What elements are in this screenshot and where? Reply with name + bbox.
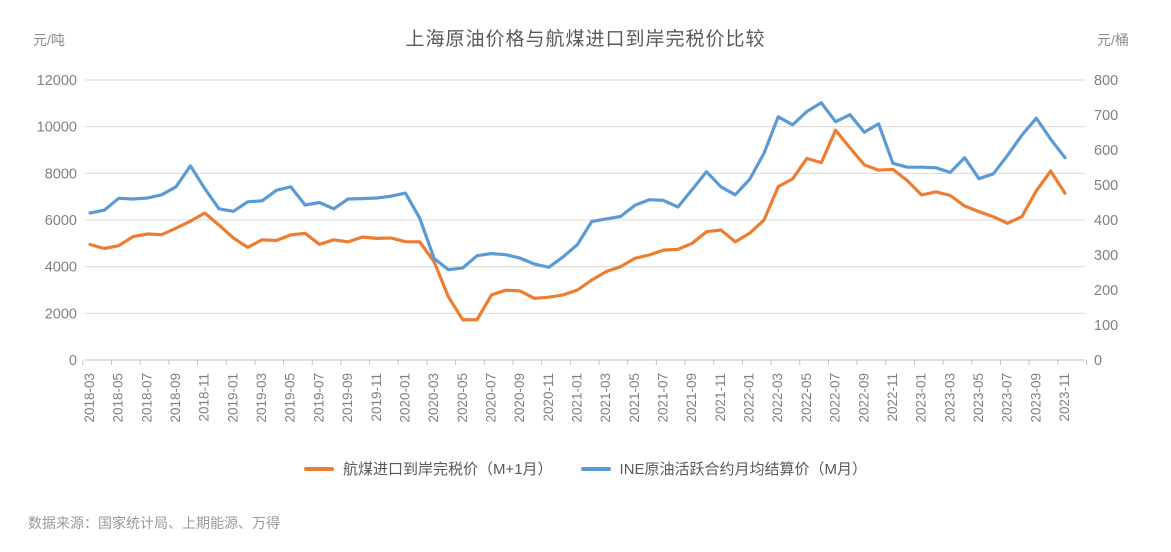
legend-item-ine-crude[interactable]: INE原油活跃合约月均结算价（M月） bbox=[580, 458, 868, 479]
x-axis-label: 2022-11 bbox=[885, 373, 900, 422]
x-axis-label: 2018-09 bbox=[168, 373, 183, 423]
right-axis-tick-label: 200 bbox=[1094, 283, 1118, 299]
right-axis-tick-label: 300 bbox=[1094, 248, 1118, 264]
x-axis-label: 2023-11 bbox=[1057, 373, 1072, 422]
x-axis-label: 2018-11 bbox=[197, 373, 212, 422]
left-axis-tick-label: 2000 bbox=[45, 306, 77, 322]
x-axis-label: 2018-07 bbox=[139, 373, 154, 423]
right-axis-tick-label: 500 bbox=[1094, 178, 1118, 194]
data-source-note: 数据来源：国家统计局、上期能源、万得 bbox=[28, 515, 280, 531]
x-axis-label: 2019-05 bbox=[283, 373, 298, 423]
x-axis-label: 2023-09 bbox=[1028, 373, 1043, 423]
x-axis-label: 2019-09 bbox=[340, 373, 355, 423]
chart-legend: 航煤进口到岸完税价（M+1月） INE原油活跃合约月均结算价（M月） bbox=[0, 458, 1171, 479]
x-axis-label: 2023-01 bbox=[914, 373, 929, 423]
x-axis-label: 2022-09 bbox=[856, 373, 871, 423]
right-axis-tick-label: 700 bbox=[1094, 108, 1118, 124]
x-axis-label: 2022-07 bbox=[828, 373, 843, 423]
right-axis-unit-label: 元/桶 bbox=[1097, 32, 1129, 48]
left-axis-tick-label: 4000 bbox=[45, 260, 77, 276]
x-axis-label: 2019-03 bbox=[254, 373, 269, 423]
x-axis-label: 2022-03 bbox=[770, 373, 785, 423]
x-axis-label: 2022-01 bbox=[742, 373, 757, 423]
left-axis-tick-label: 0 bbox=[69, 353, 77, 369]
x-axis-label: 2020-05 bbox=[455, 373, 470, 423]
left-axis-tick-label: 8000 bbox=[45, 166, 77, 182]
x-axis-label: 2020-11 bbox=[541, 373, 556, 422]
x-axis-label: 2021-11 bbox=[713, 373, 728, 422]
left-axis-unit-label: 元/吨 bbox=[33, 32, 65, 48]
x-axis-label: 2021-09 bbox=[684, 373, 699, 423]
x-axis-label: 2021-03 bbox=[598, 373, 613, 423]
series-line-ine-crude[interactable] bbox=[88, 101, 1067, 272]
x-axis-label: 2023-07 bbox=[1000, 373, 1015, 423]
x-axis-label: 2019-07 bbox=[311, 373, 326, 423]
legend-label-jet-fuel: 航煤进口到岸完税价（M+1月） bbox=[342, 461, 553, 478]
right-axis-tick-label: 600 bbox=[1094, 143, 1118, 159]
x-axis-label: 2020-07 bbox=[483, 373, 498, 423]
x-axis-label: 2019-11 bbox=[369, 373, 384, 422]
jet-fuel-line-swatch bbox=[303, 466, 334, 471]
ine-crude-line-swatch bbox=[580, 466, 611, 471]
x-axis-label: 2021-05 bbox=[627, 373, 642, 423]
x-axis-label: 2018-05 bbox=[111, 373, 126, 423]
left-axis-tick-label: 6000 bbox=[45, 213, 77, 229]
right-axis-tick-label: 100 bbox=[1094, 318, 1118, 334]
x-axis-label: 2020-09 bbox=[512, 373, 527, 423]
x-axis-label: 2019-01 bbox=[225, 373, 240, 423]
x-axis-label: 2021-07 bbox=[656, 373, 671, 423]
x-axis-label: 2022-05 bbox=[799, 373, 814, 423]
x-axis-label: 2020-03 bbox=[426, 373, 441, 423]
x-axis-label: 2023-03 bbox=[942, 373, 957, 423]
left-axis-tick-label: 12000 bbox=[37, 73, 77, 89]
x-axis-label: 2021-01 bbox=[570, 373, 585, 423]
legend-item-jet-fuel[interactable]: 航煤进口到岸完税价（M+1月） bbox=[303, 458, 553, 479]
chart-title: 上海原油价格与航煤进口到岸完税价比较 bbox=[405, 29, 766, 50]
left-axis-tick-label: 10000 bbox=[37, 120, 77, 136]
right-axis-tick-label: 0 bbox=[1094, 353, 1102, 369]
x-axis-label: 2020-01 bbox=[397, 373, 412, 423]
right-axis-tick-label: 400 bbox=[1094, 213, 1118, 229]
series-line-jet-fuel[interactable] bbox=[88, 128, 1067, 322]
x-axis-label: 2023-05 bbox=[971, 373, 986, 423]
x-axis-label: 2018-03 bbox=[82, 373, 97, 423]
right-axis-tick-label: 800 bbox=[1094, 73, 1118, 89]
legend-label-ine-crude: INE原油活跃合约月均结算价（M月） bbox=[619, 461, 868, 478]
